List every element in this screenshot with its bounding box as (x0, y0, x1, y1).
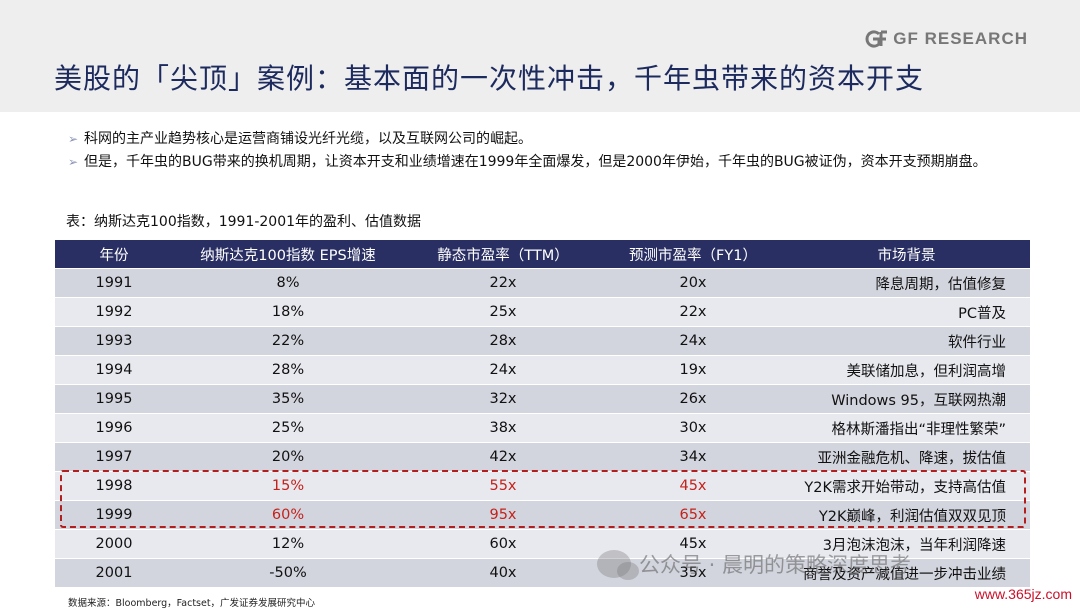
cell-ttm-pe: 60x (403, 529, 603, 559)
arrow-bullet-icon: ➢ (68, 155, 79, 169)
cell-eps-growth: 15% (173, 471, 403, 501)
cell-market-context: 3月泡沫泡沫，当年利润降速 (783, 529, 1030, 559)
cell-market-context: 商誉及资产减值进一步冲击业绩 (783, 558, 1030, 587)
cell-eps-growth: -50% (173, 558, 403, 587)
cell-ttm-pe: 38x (403, 413, 603, 443)
cell-eps-growth: 22% (173, 326, 403, 356)
cell-ttm-pe: 42x (403, 442, 603, 472)
table-row: 2000 12% 60x 45x 3月泡沫泡沫，当年利润降速 (55, 529, 1030, 559)
col-header-ttm-pe: 静态市盈率（TTM） (403, 240, 603, 269)
table-row: 1993 22% 28x 24x 软件行业 (55, 326, 1030, 356)
cell-market-context: PC普及 (783, 297, 1030, 327)
cell-fy1-pe: 30x (603, 413, 783, 443)
cell-fy1-pe: 35x (603, 558, 783, 587)
table-row: 1999 60% 95x 65x Y2K巅峰，利润估值双双见顶 (55, 500, 1030, 530)
table-row: 1996 25% 38x 30x 格林斯潘指出“非理性繁荣” (55, 413, 1030, 443)
cell-year: 1994 (55, 355, 173, 385)
cell-eps-growth: 20% (173, 442, 403, 472)
cell-ttm-pe: 55x (403, 471, 603, 501)
cell-year: 1999 (55, 500, 173, 530)
cell-year: 1991 (55, 268, 173, 298)
header-bar: GF RESEARCH 美股的「尖顶」案例：基本面的一次性冲击，千年虫带来的资本… (0, 0, 1080, 112)
bullet-text: 科网的主产业趋势核心是运营商铺设光纤光缆，以及互联网公司的崛起。 (84, 131, 532, 147)
cell-ttm-pe: 28x (403, 326, 603, 356)
cell-eps-growth: 28% (173, 355, 403, 385)
table-header-row: 年份 纳斯达克100指数 EPS增速 静态市盈率（TTM） 预测市盈率（FY1）… (55, 240, 1030, 269)
cell-market-context: Windows 95，互联网热潮 (783, 384, 1030, 414)
cell-eps-growth: 18% (173, 297, 403, 327)
cell-fy1-pe: 45x (603, 471, 783, 501)
bullet-list: ➢ 科网的主产业趋势核心是运营商铺设光纤光缆，以及互联网公司的崛起。 ➢ 但是，… (68, 128, 1048, 174)
cell-eps-growth: 35% (173, 384, 403, 414)
cell-eps-growth: 8% (173, 268, 403, 298)
cell-ttm-pe: 32x (403, 384, 603, 414)
cell-market-context: 格林斯潘指出“非理性繁荣” (783, 413, 1030, 443)
cell-ttm-pe: 24x (403, 355, 603, 385)
cell-market-context: Y2K需求开始带动，支持高估值 (783, 471, 1030, 501)
table-row: 2001 -50% 40x 35x 商誉及资产减值进一步冲击业绩 (55, 558, 1030, 587)
watermark: 公众号 · 晨明的策略深度思考 (597, 549, 912, 580)
cell-year: 1997 (55, 442, 173, 472)
cell-year: 1995 (55, 384, 173, 414)
table-row: 1995 35% 32x 26x Windows 95，互联网热潮 (55, 384, 1030, 414)
cell-ttm-pe: 95x (403, 500, 603, 530)
cell-eps-growth: 25% (173, 413, 403, 443)
col-header-market-context: 市场背景 (783, 240, 1030, 269)
cell-year: 1996 (55, 413, 173, 443)
cell-market-context: 软件行业 (783, 326, 1030, 356)
cell-year: 1998 (55, 471, 173, 501)
cell-fy1-pe: 19x (603, 355, 783, 385)
cell-year: 2000 (55, 529, 173, 559)
table-row: 1991 8% 22x 20x 降息周期，估值修复 (55, 268, 1030, 298)
bullet-item: ➢ 科网的主产业趋势核心是运营商铺设光纤光缆，以及互联网公司的崛起。 (68, 128, 1048, 151)
cell-ttm-pe: 25x (403, 297, 603, 327)
table-caption: 表：纳斯达克100指数，1991-2001年的盈利、估值数据 (66, 214, 422, 230)
cell-fy1-pe: 65x (603, 500, 783, 530)
data-source: 数据来源：Bloomberg，Factset，广发证券发展研究中心 (68, 598, 316, 609)
cell-eps-growth: 60% (173, 500, 403, 530)
col-header-fy1-pe: 预测市盈率（FY1） (603, 240, 783, 269)
cell-fy1-pe: 45x (603, 529, 783, 559)
page-title: 美股的「尖顶」案例：基本面的一次性冲击，千年虫带来的资本开支 (54, 62, 925, 95)
col-header-year: 年份 (55, 240, 173, 269)
cell-fy1-pe: 20x (603, 268, 783, 298)
nasdaq-data-table: 年份 纳斯达克100指数 EPS增速 静态市盈率（TTM） 预测市盈率（FY1）… (55, 240, 1030, 587)
table-row: 1994 28% 24x 19x 美联储加息，但利润高增 (55, 355, 1030, 385)
table-row: 1998 15% 55x 45x Y2K需求开始带动，支持高估值 (55, 471, 1030, 501)
arrow-bullet-icon: ➢ (68, 132, 79, 146)
bullet-item: ➢ 但是，千年虫的BUG带来的换机周期，让资本开支和业绩增速在1999年全面爆发… (68, 151, 1048, 174)
table-row: 1997 20% 42x 34x 亚洲金融危机、降速，拔估值 (55, 442, 1030, 472)
cell-fy1-pe: 24x (603, 326, 783, 356)
wechat-icon (597, 550, 639, 580)
cell-fy1-pe: 22x (603, 297, 783, 327)
gf-logo-icon (865, 30, 888, 48)
cell-year: 1993 (55, 326, 173, 356)
cell-year: 2001 (55, 558, 173, 587)
cell-eps-growth: 12% (173, 529, 403, 559)
cell-year: 1992 (55, 297, 173, 327)
cell-market-context: Y2K巅峰，利润估值双双见顶 (783, 500, 1030, 530)
logo-text: GF RESEARCH (893, 29, 1028, 48)
cell-ttm-pe: 40x (403, 558, 603, 587)
cell-market-context: 降息周期，估值修复 (783, 268, 1030, 298)
col-header-eps-growth: 纳斯达克100指数 EPS增速 (173, 240, 403, 269)
watermark-text: 公众号 · 晨明的策略深度思考 (639, 553, 912, 577)
cell-market-context: 美联储加息，但利润高增 (783, 355, 1030, 385)
cell-market-context: 亚洲金融危机、降速，拔估值 (783, 442, 1030, 472)
site-watermark: www.365jz.com (974, 586, 1072, 602)
cell-fy1-pe: 34x (603, 442, 783, 472)
cell-fy1-pe: 26x (603, 384, 783, 414)
cell-ttm-pe: 22x (403, 268, 603, 298)
table-row: 1992 18% 25x 22x PC普及 (55, 297, 1030, 327)
bullet-text: 但是，千年虫的BUG带来的换机周期，让资本开支和业绩增速在1999年全面爆发，但… (84, 154, 987, 170)
gf-research-logo: GF RESEARCH (863, 28, 1028, 50)
